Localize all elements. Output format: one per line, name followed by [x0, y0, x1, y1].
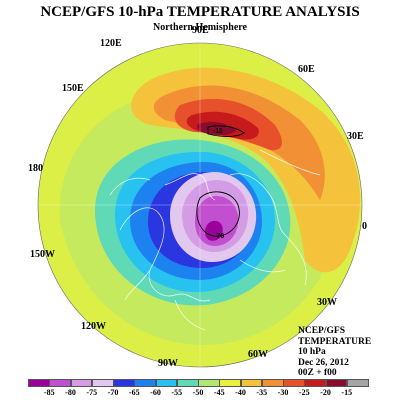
colorbar-swatch: [28, 379, 50, 387]
lon-label-90w: 90W: [158, 358, 178, 369]
info-source: NCEP/GFS: [298, 326, 345, 336]
lon-label-60e: 60E: [298, 64, 315, 75]
colorbar-swatch: [304, 379, 326, 387]
lon-label-150e: 150E: [62, 83, 84, 94]
colorbar-tick-label: -40: [235, 388, 246, 397]
colorbar-swatch: [49, 379, 71, 387]
info-date: Dec 26, 2012: [298, 357, 349, 368]
colorbar-tick-label: -45: [213, 388, 225, 397]
lon-label-30w: 30W: [317, 297, 337, 308]
colorbar-swatch: [176, 379, 199, 387]
colorbar-tick-label: -15: [341, 388, 353, 397]
info-time: 00Z + f00: [298, 368, 337, 378]
colorbar-tick-label: -25: [298, 388, 310, 397]
contour-lines: [196, 125, 245, 237]
info-variable: TEMPERATURE: [298, 336, 372, 347]
analysis-info: NCEP/GFS TEMPERATURE 10 hPa Dec 26, 2012…: [298, 326, 371, 379]
colorbar-tick-label: -60: [150, 388, 161, 397]
colorbar: -85 -80 -75 -70 -65 -60 -55 -50 -45 -40 -35 -30 -25 -…: [28, 379, 369, 399]
lon-label-60w: 60W: [248, 349, 268, 360]
colorbar-swatch: [219, 379, 241, 387]
colorbar-swatch: [198, 379, 220, 387]
colorbar-tick-label: -30: [277, 388, 289, 397]
lon-label-120w: 120W: [81, 321, 106, 332]
colorbar-swatch: [325, 379, 348, 387]
colorbar-tick-label: -70: [107, 388, 119, 397]
colorbar-swatch: [283, 379, 305, 387]
high-contour-label: -11: [213, 128, 223, 135]
colorbar-tick-label: -35: [256, 388, 268, 397]
map-subtitle: Northern Hemisphere: [153, 22, 247, 33]
colorbar-tick-label: -65: [128, 388, 140, 397]
low-contour-label: -76: [214, 233, 224, 240]
lon-label-30e: 30E: [347, 131, 364, 142]
lon-label-0: 0: [362, 221, 367, 232]
info-level: 10 hPa: [298, 347, 326, 357]
colorbar-tick-label: -55: [171, 388, 183, 397]
lon-label-180: 180: [28, 163, 43, 174]
colorbar-tick-label: -20: [320, 388, 331, 397]
colorbar-tick-label: -75: [86, 388, 98, 397]
temperature-field: [38, 43, 362, 367]
map-title: NCEP/GFS 10-hPa TEMPERATURE ANALYSIS: [40, 4, 360, 20]
lon-label-150w: 150W: [30, 249, 55, 260]
colorbar-swatch: [155, 379, 178, 387]
colorbar-swatch: [346, 379, 369, 387]
colorbar-swatch: [70, 379, 93, 387]
colorbar-tick-label: -80: [65, 388, 76, 397]
colorbar-swatch: [91, 379, 114, 387]
colorbar-tick-label: -50: [192, 388, 204, 397]
lon-label-90e: 90E: [192, 25, 209, 36]
colorbar-tick-label: -85: [43, 388, 55, 397]
colorbar-swatch: [240, 379, 263, 387]
lon-label-120e: 120E: [100, 38, 122, 49]
colorbar-swatch: [261, 379, 284, 387]
colorbar-swatch: [113, 379, 135, 387]
colorbar-swatch: [134, 379, 156, 387]
